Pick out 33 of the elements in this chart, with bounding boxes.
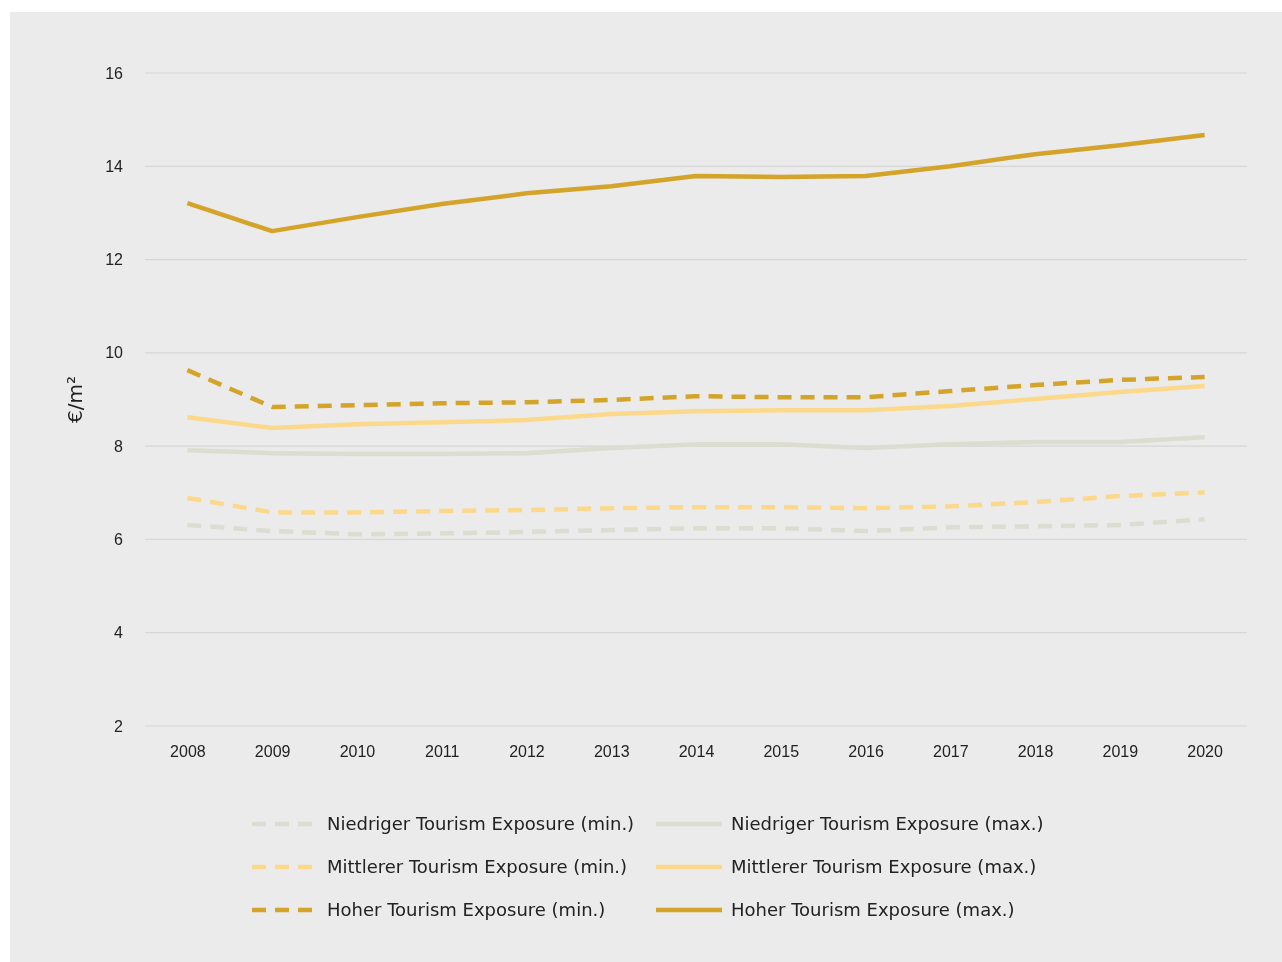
x-tick-label: 2015 bbox=[763, 743, 800, 761]
line-series bbox=[185, 517, 1207, 537]
legend-label: Mittlerer Tourism Exposure (max.) bbox=[731, 856, 1037, 878]
x-tick-label: 2013 bbox=[593, 743, 630, 761]
legend-label: Niedriger Tourism Exposure (max.) bbox=[731, 813, 1044, 835]
x-tick-label: 2012 bbox=[509, 743, 545, 761]
y-tick-label: 2 bbox=[114, 717, 124, 735]
x-tick-label: 2020 bbox=[1187, 743, 1224, 761]
line-series bbox=[185, 490, 1207, 515]
x-tick-label: 2014 bbox=[678, 743, 715, 761]
x-tick-label: 2016 bbox=[848, 743, 884, 761]
x-tick-label: 2017 bbox=[933, 743, 969, 761]
line-series bbox=[185, 132, 1207, 234]
y-axis-title: €/m² bbox=[63, 376, 87, 423]
y-tick-label: 4 bbox=[114, 624, 124, 642]
legend-label: Hoher Tourism Exposure (min.) bbox=[327, 899, 606, 921]
line-series bbox=[185, 367, 1207, 410]
y-tick-label: 10 bbox=[105, 344, 124, 362]
y-tick-label: 16 bbox=[105, 64, 124, 82]
x-tick-label: 2019 bbox=[1102, 743, 1139, 761]
x-tick-label: 2011 bbox=[424, 743, 460, 761]
y-tick-label: 12 bbox=[105, 251, 124, 269]
y-tick-label: 14 bbox=[105, 157, 124, 175]
x-tick-label: 2009 bbox=[254, 743, 291, 761]
line-series bbox=[185, 383, 1207, 431]
legend-label: Hoher Tourism Exposure (max.) bbox=[731, 899, 1015, 921]
y-tick-label: 6 bbox=[114, 531, 124, 549]
legend-label: Niedriger Tourism Exposure (min.) bbox=[327, 813, 635, 835]
x-tick-label: 2010 bbox=[339, 743, 376, 761]
x-tick-label: 2018 bbox=[1017, 743, 1054, 761]
y-tick-label: 8 bbox=[114, 437, 124, 455]
x-tick-label: 2008 bbox=[170, 743, 206, 761]
legend-label: Mittlerer Tourism Exposure (min.) bbox=[327, 856, 628, 878]
